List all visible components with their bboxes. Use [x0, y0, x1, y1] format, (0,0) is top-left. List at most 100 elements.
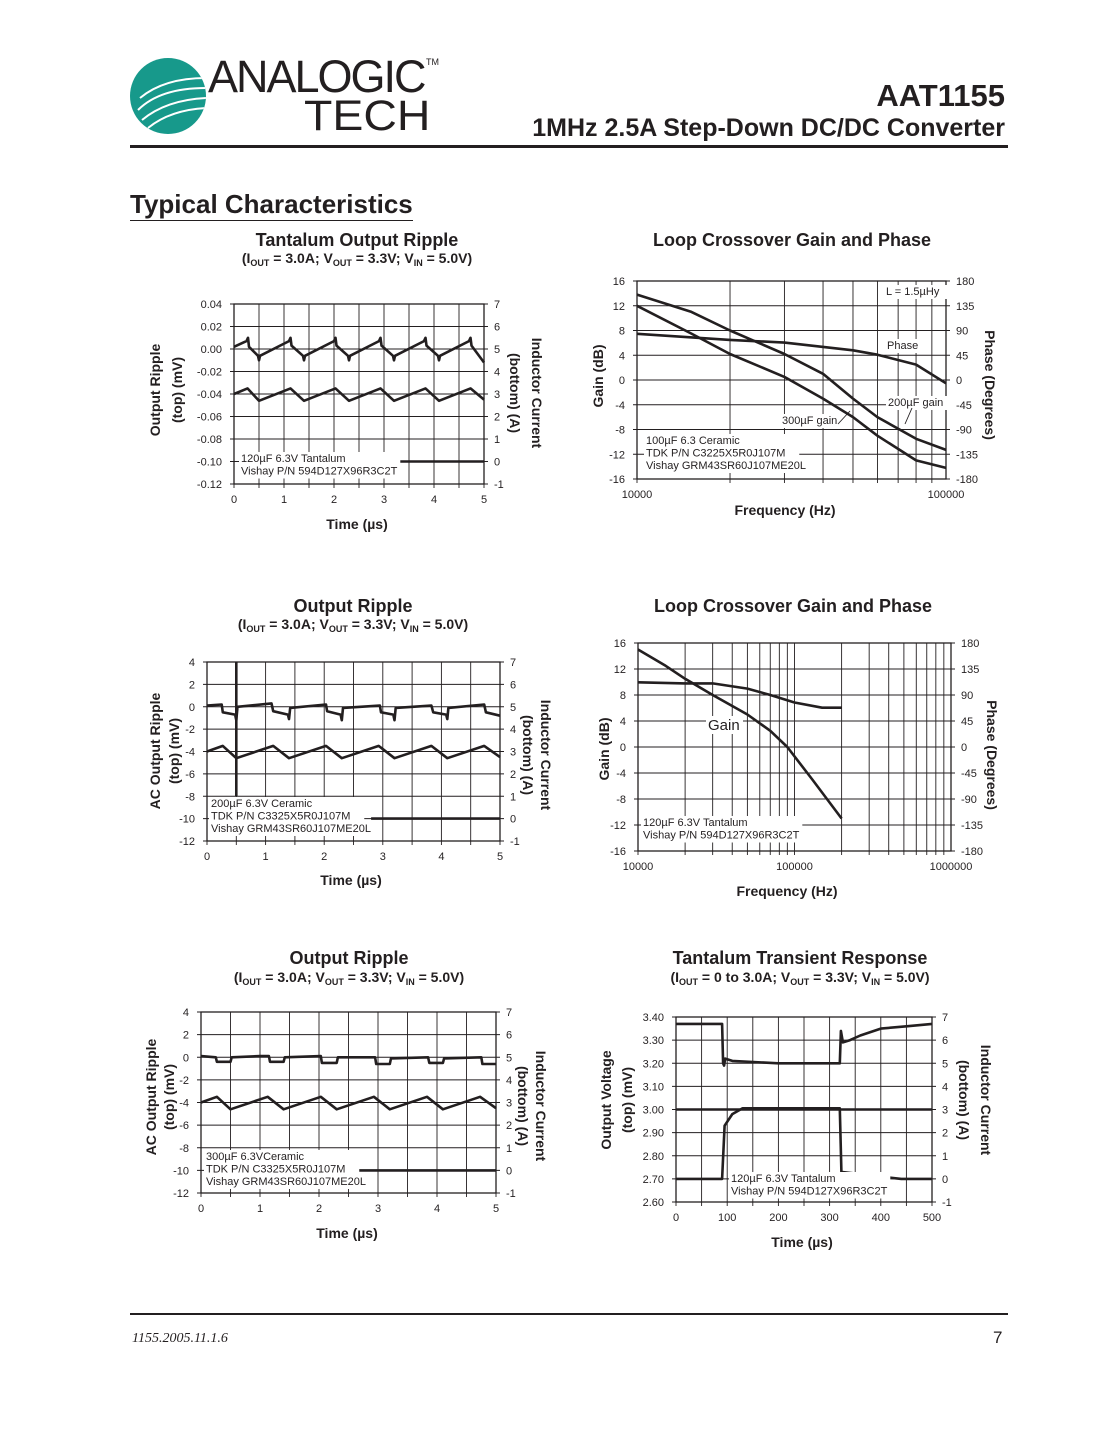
y-tick-label: -0.04	[197, 389, 222, 401]
y2-tick-label: 5	[510, 702, 516, 714]
y2-tick-label: 0	[510, 814, 516, 826]
subtitle-part: (I	[241, 250, 251, 266]
series-line	[233, 387, 485, 403]
x-tick-label: 100000	[776, 861, 813, 873]
y2-tick-label: -1	[942, 1197, 952, 1209]
x-tick-label: 300	[820, 1212, 838, 1224]
subtitle-part: OUT	[679, 977, 699, 987]
subtitle-part: OUT	[332, 258, 352, 268]
subtitle-part: = 3.3V; V	[809, 969, 872, 985]
annotation-text: 300µF 6.3VCeramic	[206, 1151, 305, 1163]
y-tick-label: 4	[620, 716, 626, 728]
annotation-text: 120µF 6.3V Tantalum	[731, 1173, 836, 1185]
chart-2: 16 180 12 135 8 90 4 45 0 0 -4 -45 -8 -90 -12 -135 -16 -1…	[590, 276, 998, 518]
subtitle-part: IN	[409, 624, 419, 634]
chart-title: Loop Crossover Gain and Phase	[653, 596, 933, 616]
y-axis-title: Output Ripple	[147, 344, 163, 437]
subtitle-part: = 0 to 3.0A; V	[698, 969, 791, 985]
series-line-200-f-gain	[636, 293, 947, 452]
chart-subtitle: (IOUT = 3.0A; VOUT = 3.3V; VIN = 5.0V)	[242, 250, 472, 268]
chart-subtitle: (IOUT = 3.0A; VOUT = 3.3V; VIN = 5.0V)	[234, 969, 464, 987]
x-tick-label: 3	[381, 494, 387, 506]
y2-tick-label: -180	[961, 846, 983, 858]
y2-tick-label: 45	[961, 716, 973, 728]
x-axis-title: Time (µs)	[326, 516, 388, 532]
y2-tick-label: 1	[506, 1143, 512, 1155]
annotation-text: 100µF 6.3 Ceramic	[646, 435, 740, 447]
y-axis-title: Gain (dB)	[590, 345, 606, 408]
y2-tick-label: 2	[942, 1128, 948, 1140]
subtitle-part: = 5.0V)	[414, 969, 465, 985]
page-number: 7	[993, 1328, 1003, 1347]
y2-tick-label: 6	[942, 1035, 948, 1047]
y2-tick-label: 6	[494, 322, 500, 334]
y-tick-label: -8	[616, 794, 626, 806]
y-tick-label: 2.80	[643, 1151, 664, 1163]
annotation-text: L = 1.5µHy	[886, 286, 940, 298]
document-id: 1155.2005.11.1.6	[132, 1331, 228, 1346]
series-line	[200, 1054, 496, 1066]
series-line	[200, 1095, 497, 1111]
y2-tick-label: 5	[494, 344, 500, 356]
x-tick-label: 100000	[928, 489, 965, 501]
y2-tick-label: 90	[956, 326, 968, 338]
annotation-text: Phase	[887, 340, 918, 352]
annotation-background	[239, 452, 401, 479]
x-tick-label: 0	[673, 1212, 679, 1224]
series-line	[676, 1022, 933, 1067]
y2-tick-label: 6	[506, 1030, 512, 1042]
x-tick-label: 2	[321, 851, 327, 863]
annotation-leader	[904, 407, 913, 425]
x-tick-label: 4	[431, 494, 437, 506]
y-axis-title: (top) (mV)	[169, 357, 185, 423]
y-tick-label: 8	[620, 690, 626, 702]
annotation-text: Vishay P/N 594D127X96R3C2T	[731, 1186, 888, 1198]
y-tick-label: -2	[185, 724, 195, 736]
y-axis-title: Gain (dB)	[596, 718, 612, 781]
y-tick-label: -8	[185, 791, 195, 803]
annotation-leader	[837, 410, 851, 425]
y-tick-label: 2.60	[643, 1197, 664, 1209]
y2-tick-label: 7	[506, 1007, 512, 1019]
y-tick-label: -12	[610, 820, 626, 832]
annotation-background	[886, 396, 951, 410]
y2-axis-title: (bottom) (A)	[515, 1066, 531, 1146]
x-tick-label: 100	[718, 1212, 736, 1224]
y-tick-label: -16	[610, 846, 626, 858]
y2-tick-label: -1	[510, 836, 520, 848]
series-line-phase	[636, 332, 947, 385]
y2-tick-label: 0	[942, 1174, 948, 1186]
y-tick-label: -12	[609, 449, 625, 461]
y-tick-label: 2.70	[643, 1174, 664, 1186]
y-tick-label: -8	[615, 425, 625, 437]
y-tick-label: 0	[620, 742, 626, 754]
y-tick-label: 16	[614, 638, 626, 650]
subtitle-part: OUT	[242, 977, 262, 987]
y2-tick-label: -1	[494, 479, 504, 491]
x-tick-label: 0	[198, 1203, 204, 1215]
y-tick-label: 4	[619, 350, 625, 362]
x-tick-label: 400	[872, 1212, 890, 1224]
x-tick-label: 10000	[623, 861, 654, 873]
part-description: 1MHz 2.5A Step-Down DC/DC Converter	[532, 114, 1005, 142]
y-tick-label: 0	[183, 1052, 189, 1064]
series-line	[233, 336, 486, 364]
y2-tick-label: 1	[942, 1151, 948, 1163]
subtitle-part: = 5.0V)	[418, 616, 469, 632]
y-tick-label: -2	[179, 1075, 189, 1087]
y-tick-label: -0.12	[197, 479, 222, 491]
logo-text-analogic: ANALOGIC	[208, 51, 427, 102]
y-tick-label: 12	[614, 664, 626, 676]
annotation-text: Vishay GRM43SR60J107ME20L	[206, 1176, 366, 1188]
annotation-background	[706, 716, 743, 734]
y-tick-label: -4	[185, 747, 195, 759]
y-tick-label: 3.10	[643, 1081, 664, 1093]
x-tick-label: 2	[331, 494, 337, 506]
y2-axis-title: Phase (Degrees)	[984, 700, 1000, 810]
y2-tick-label: 7	[510, 657, 516, 669]
x-axis-title: Time (µs)	[316, 1225, 378, 1241]
y-tick-label: 3.30	[643, 1035, 664, 1047]
chart-1: 0.04 7 0.02 6 0.00 5 -0.02 4 -0.04 3 -0.06 2 -0.08 1 -…	[147, 299, 545, 532]
x-tick-label: 1	[263, 851, 269, 863]
annotation-text: TDK P/N C3225X5R0J107M	[646, 448, 785, 460]
